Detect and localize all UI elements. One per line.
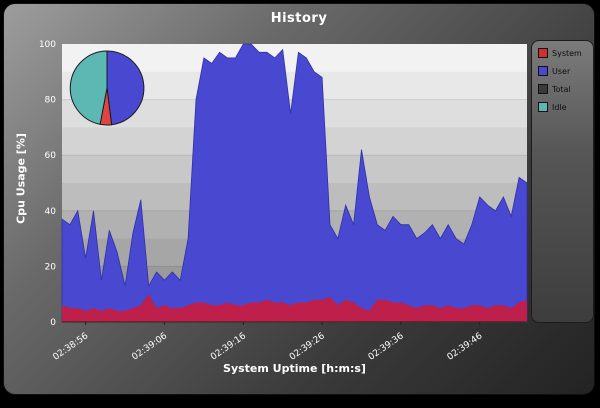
page-title: History (270, 11, 328, 26)
x-tick-label: 02:39:36 (367, 331, 406, 363)
legend-item-idle: Idle (538, 102, 593, 112)
total-color-chip (538, 84, 548, 94)
x-tick-label: 02:39:46 (446, 331, 485, 363)
x-axis-label: System Uptime [h:m:s] (223, 362, 366, 375)
chart-svg: 0 20 40 60 80 100 02:38:56 02:39:06 02:39:16 02:3… (39, 40, 528, 363)
y-axis-label: Cpu Usage [%] (14, 133, 28, 224)
legend-label: Idle (552, 102, 567, 112)
x-tick-label: 02:39:16 (209, 331, 248, 363)
pie-slice-user (106, 50, 145, 126)
legend-label: Total (552, 84, 571, 94)
window-frame: History 0 20 40 60 80 100 02:38:56 02:39:06 02:3… (3, 3, 595, 395)
x-tick-label: 02:38:56 (51, 331, 90, 363)
y-tick-label: 40 (45, 207, 57, 217)
y-tick-label: 100 (39, 40, 56, 50)
plot-band (62, 44, 527, 73)
user-color-chip (538, 66, 548, 76)
legend-label: System (552, 48, 582, 58)
legend-item-user: User (538, 66, 593, 76)
x-tick-label: 02:39:06 (130, 331, 169, 363)
legend-item-system: System (538, 48, 593, 58)
y-tick-label: 80 (45, 96, 57, 106)
cpu-history-chart: 0 20 40 60 80 100 02:38:56 02:39:06 02:39:16 02:3… (4, 4, 600, 404)
legend-item-total: Total (538, 84, 593, 94)
user-area (61, 43, 528, 323)
system-color-chip (538, 48, 548, 58)
y-tick-label: 0 (50, 318, 56, 328)
idle-color-chip (538, 102, 548, 112)
pie-slice-idle (69, 50, 108, 125)
x-tick-label: 02:39:26 (288, 331, 327, 363)
system-area (62, 294, 527, 322)
legend-label: User (552, 66, 571, 76)
legend-panel: System User Total Idle (531, 40, 594, 323)
y-tick-label: 60 (45, 151, 57, 161)
y-tick-label: 20 (45, 262, 57, 272)
